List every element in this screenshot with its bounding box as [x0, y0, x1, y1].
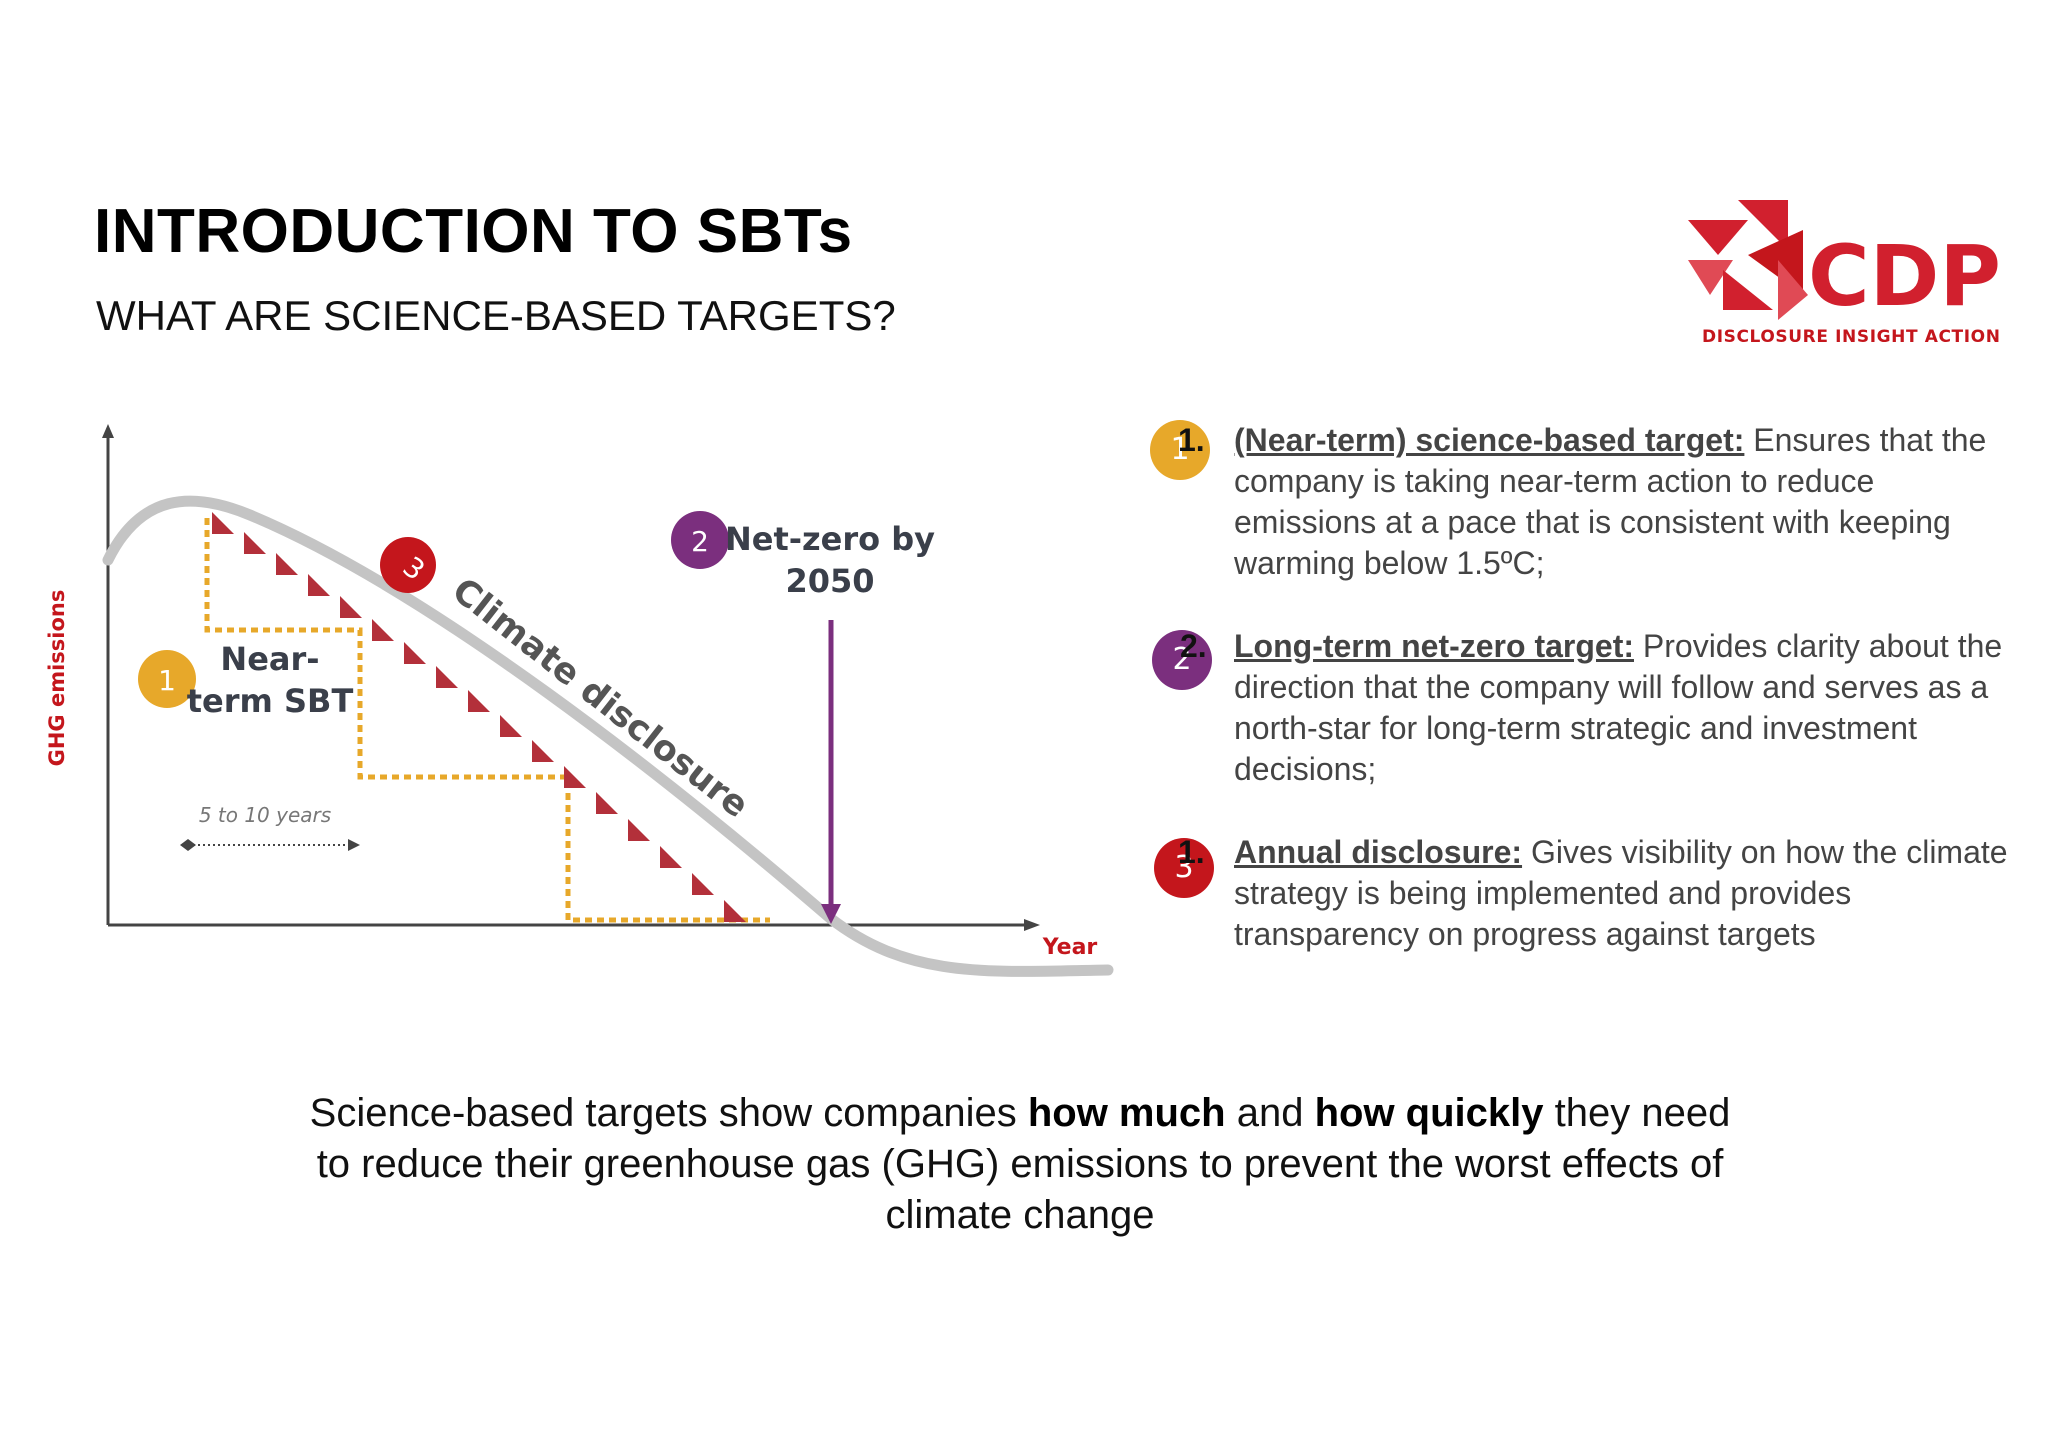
- emissions-curve: [102, 495, 1114, 977]
- near-term-label-line2: term SBT: [187, 682, 354, 720]
- svg-text:2: 2: [691, 525, 709, 558]
- list-badge-3: 3: [1154, 838, 1214, 898]
- list-number-2: 2.: [1180, 628, 1207, 664]
- net-zero-label-line2: 2050: [785, 562, 874, 600]
- near-term-staircase: [204, 518, 770, 923]
- list-body-3: Gives visibility on how the climate stra…: [1234, 834, 2008, 952]
- y-axis-arrow-icon: [102, 424, 114, 438]
- summary-bold1: how much: [1027, 1091, 1226, 1135]
- list-heading-3: Annual disclosure:: [1234, 834, 1523, 870]
- cdp-logo-mark: [1688, 200, 1808, 320]
- cdp-logo-wordmark: CDP: [1808, 227, 2001, 325]
- y-axis-label: GHG emissions: [45, 590, 69, 767]
- net-zero-arrow-head-icon: [821, 904, 841, 924]
- summary-statement: Science-based targets show companies how…: [300, 1088, 1740, 1241]
- list-heading-2: Long-term net-zero target:: [1234, 628, 1634, 664]
- list-heading-1: (Near-term) science-based target:: [1234, 422, 1745, 458]
- list-text-3: Annual disclosure: Gives visibility on h…: [1234, 832, 2024, 955]
- interval-arrow-icon: [348, 839, 360, 851]
- x-axis-arrow-icon: [1024, 919, 1040, 931]
- cdp-logo: CDP DISCLOSURE INSIGHT ACTION: [1688, 200, 2001, 347]
- curve-label: Climate disclosure: [444, 571, 755, 827]
- x-axis-label: Year: [1042, 935, 1098, 960]
- list-text-1: (Near-term) science-based target: Ensure…: [1234, 420, 2024, 584]
- list-text-2: Long-term net-zero target: Provides clar…: [1234, 626, 2024, 790]
- axes: [102, 424, 1040, 931]
- list-number-3: 1.: [1178, 834, 1205, 870]
- svg-text:1: 1: [158, 664, 176, 697]
- summary-part3: they need to reduce their greenhouse gas…: [316, 1091, 1731, 1237]
- net-zero-badge: 2: [671, 511, 729, 569]
- list-body-1: Ensures that the company is taking near-…: [1234, 422, 1987, 581]
- sbt-diagram: GHG emissions Year Climate disclosure 3 …: [45, 424, 1114, 977]
- list-badge-1: 1: [1150, 420, 1210, 480]
- interval-label: 5 to 10 years: [199, 803, 331, 827]
- list-number-1: 1.: [1178, 422, 1205, 458]
- cdp-logo-tagline: DISCLOSURE INSIGHT ACTION: [1702, 327, 2001, 347]
- disclosure-badge: 3: [380, 537, 436, 593]
- summary-part1: Science-based targets show companies: [309, 1091, 1028, 1135]
- disclosure-markers: [212, 512, 746, 922]
- summary-part2: and: [1225, 1091, 1315, 1135]
- net-zero-label-line1: Net-zero by: [725, 520, 935, 558]
- summary-bold2: how quickly: [1314, 1091, 1544, 1135]
- near-term-badge: 1: [138, 650, 196, 708]
- page-subtitle: WHAT ARE SCIENCE-BASED TARGETS?: [96, 292, 896, 339]
- near-term-label-line1: Near-: [220, 640, 319, 678]
- page-title: INTRODUCTION TO SBTs: [94, 197, 853, 266]
- list-body-2: Provides clarity about the direction tha…: [1234, 628, 2003, 787]
- list-badge-2: 2: [1152, 630, 1212, 690]
- interval-start-icon: [180, 839, 196, 851]
